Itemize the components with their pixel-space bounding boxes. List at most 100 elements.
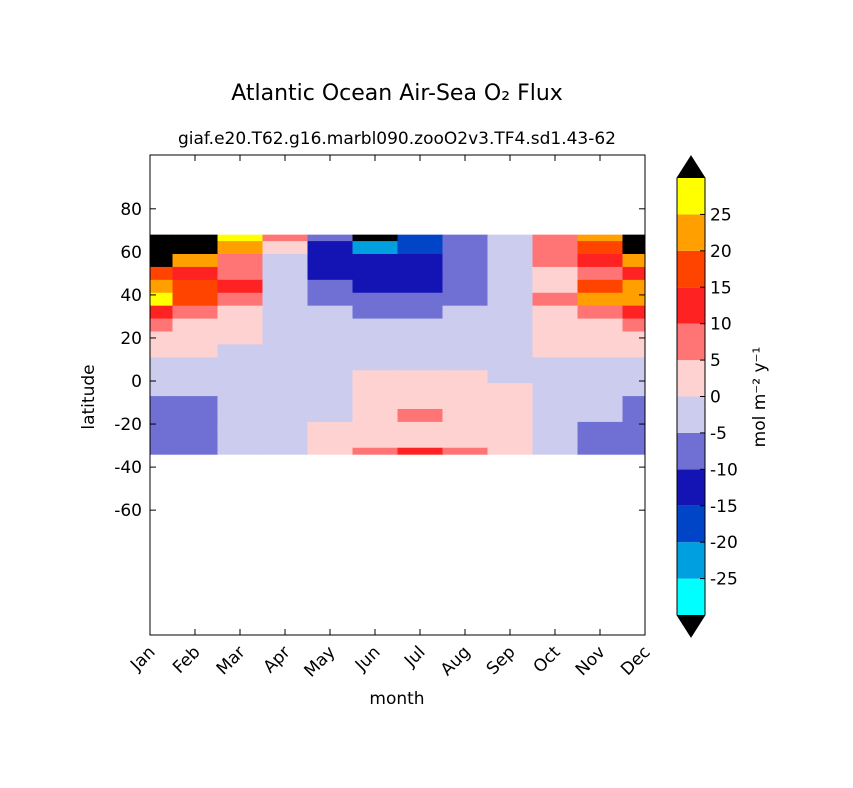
contour-cell xyxy=(577,254,623,268)
contour-cell xyxy=(352,434,398,449)
contour-cell xyxy=(172,434,218,449)
contour-cell xyxy=(442,266,488,281)
contour-cell xyxy=(397,331,443,345)
colorbar-tick-label: -15 xyxy=(710,497,738,517)
contour-cell xyxy=(150,305,173,320)
contour-cell xyxy=(397,434,443,449)
contour-cell xyxy=(442,234,488,242)
contour-cell xyxy=(217,305,263,320)
contour-cell xyxy=(172,408,218,423)
colorbar-frame xyxy=(676,155,706,638)
contour-cell xyxy=(262,434,308,449)
contour-cell xyxy=(262,331,308,345)
contour-cell xyxy=(352,241,398,255)
contour-cell xyxy=(352,357,398,371)
contour-cell xyxy=(487,318,533,333)
contour-cell xyxy=(172,279,218,294)
contour-cell xyxy=(262,370,308,384)
contour-cell xyxy=(622,396,646,410)
contour-cell xyxy=(487,292,533,307)
contour-cell xyxy=(532,331,578,345)
contour-cell xyxy=(442,434,488,449)
contour-cell xyxy=(262,279,308,294)
contour-cell xyxy=(150,408,173,423)
contour-cell xyxy=(577,331,623,345)
contour-cell xyxy=(150,447,173,455)
x-tick-label: Jan xyxy=(126,642,159,675)
x-tick-label: Jun xyxy=(351,642,385,676)
contour-cell xyxy=(577,408,623,423)
contour-cell xyxy=(442,421,488,436)
contour-cell xyxy=(172,292,218,307)
contour-cell xyxy=(262,357,308,371)
contour-cell xyxy=(397,292,443,307)
contour-cell xyxy=(577,434,623,449)
contour-cell xyxy=(172,421,218,436)
contour-cell xyxy=(397,421,443,436)
contour-cell xyxy=(397,396,443,410)
contour-cell xyxy=(532,383,578,397)
contour-cell xyxy=(532,396,578,410)
x-tick-label: Dec xyxy=(617,642,654,679)
contour-cell xyxy=(352,383,398,397)
contour-cell xyxy=(172,344,218,358)
contour-cell xyxy=(622,305,646,320)
colorbar-segment xyxy=(677,505,705,543)
contour-cell xyxy=(307,447,353,455)
contour-cell xyxy=(622,266,646,281)
contour-cell xyxy=(352,318,398,333)
contour-cell xyxy=(442,344,488,358)
contour-cell xyxy=(577,370,623,384)
x-tick-label: Nov xyxy=(572,642,610,680)
contour-cell xyxy=(307,241,353,255)
contour-cell xyxy=(487,254,533,268)
contour-cell xyxy=(532,447,578,455)
contour-cell xyxy=(150,318,173,333)
contour-cell xyxy=(442,331,488,345)
contour-cell xyxy=(622,357,646,371)
colorbar-segment xyxy=(677,287,705,324)
contour-cell xyxy=(172,383,218,397)
contour-cell xyxy=(532,254,578,268)
colorbar-tick-label: 25 xyxy=(710,205,732,225)
colorbar-segment xyxy=(677,432,705,470)
contour-cell xyxy=(217,396,263,410)
contour-cell xyxy=(397,383,443,397)
contour-cell xyxy=(172,447,218,455)
colorbar-segment xyxy=(677,542,705,579)
colorbar-extend-top xyxy=(677,156,705,178)
contour-cell xyxy=(262,318,308,333)
colorbar-tick-label: -25 xyxy=(710,570,738,590)
y-tick-label: 80 xyxy=(120,200,142,220)
contour-cell xyxy=(217,331,263,345)
contour-cell xyxy=(487,383,533,397)
contour-cell xyxy=(150,292,173,307)
contour-cell xyxy=(172,254,218,268)
contour-cell xyxy=(352,408,398,423)
contour-cell xyxy=(577,421,623,436)
contour-cell xyxy=(397,254,443,268)
contour-cell xyxy=(442,447,488,455)
contour-cell xyxy=(307,331,353,345)
contour-cell xyxy=(217,344,263,358)
contour-cell xyxy=(150,396,173,410)
contour-cell xyxy=(262,305,308,320)
contour-cell xyxy=(442,305,488,320)
chart-subtitle: giaf.e20.T62.g16.marbl090.zooO2v3.TF4.sd… xyxy=(178,129,616,149)
contour-cell xyxy=(217,370,263,384)
contour-cell xyxy=(262,292,308,307)
contour-cell xyxy=(577,383,623,397)
contour-cell xyxy=(307,279,353,294)
contour-cell xyxy=(307,266,353,281)
contour-cell xyxy=(577,234,623,242)
y-tick-label: -40 xyxy=(114,458,142,478)
contour-cell xyxy=(307,344,353,358)
y-tick-label: 20 xyxy=(120,329,142,349)
contour-cell xyxy=(262,396,308,410)
contour-cell xyxy=(307,370,353,384)
contour-cell xyxy=(397,344,443,358)
contour-cell xyxy=(487,279,533,294)
contour-cell xyxy=(262,234,308,242)
contour-cell xyxy=(442,318,488,333)
